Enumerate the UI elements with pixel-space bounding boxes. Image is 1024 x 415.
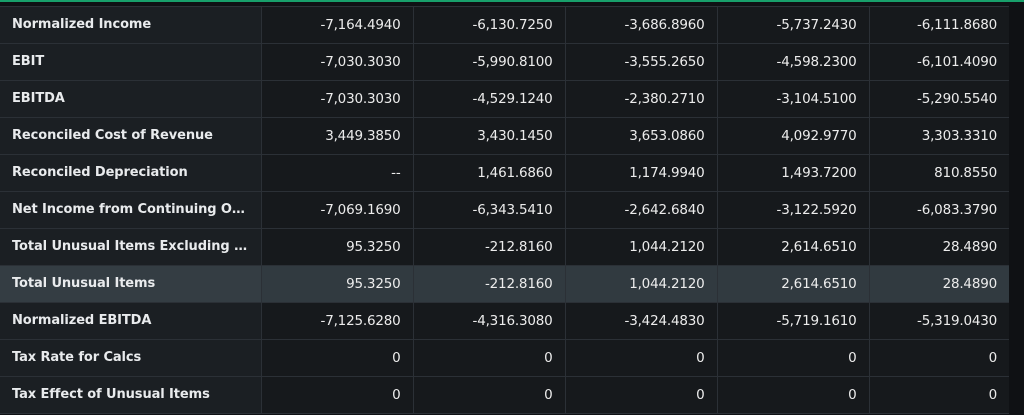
table-row[interactable]: Total Unusual Items 95.3250 -212.8160 1,044…: [0, 265, 1009, 303]
value-cell: 0: [260, 339, 413, 377]
table-row[interactable]: EBITDA -7,030.3030 -4,529.1240 -2,380.2710-…: [0, 80, 1009, 118]
value-cell: -6,343.5410: [412, 191, 565, 229]
table-row[interactable]: Net Income from Continuing Op... -7,069.1…: [0, 191, 1009, 229]
value-cell: -6,101.4090: [868, 43, 1009, 81]
value-cell: -7,069.1690: [260, 191, 413, 229]
value-cell: 0: [716, 376, 869, 414]
row-label: Reconciled Depreciation: [0, 154, 261, 192]
value-cell: -4,598.2300: [716, 43, 869, 81]
value-cell: -212.8160: [412, 228, 565, 266]
value-cell: 1,044.2120: [564, 265, 717, 303]
value-cell: 0: [564, 339, 717, 377]
value-cell: 0: [716, 339, 869, 377]
value-cell: 0: [868, 339, 1009, 377]
table-body: Normalized Income -7,164.4940 -6,130.7250-…: [0, 6, 1009, 414]
value-cell: -6,130.7250: [412, 6, 565, 44]
row-label: Tax Effect of Unusual Items: [0, 376, 261, 414]
value-cell: 28.4890: [868, 228, 1009, 266]
row-label: Net Income from Continuing Op...: [0, 191, 261, 229]
value-cell: -7,030.3030: [260, 80, 413, 118]
value-cell: -3,122.5920: [716, 191, 869, 229]
table-row[interactable]: Normalized EBITDA -7,125.6280 -4,316.3080-…: [0, 302, 1009, 340]
row-label: Total Unusual Items: [0, 265, 261, 303]
table-row[interactable]: EBIT -7,030.3030 -5,990.8100 -3,555.2650 -4,…: [0, 43, 1009, 81]
value-cell: 0: [412, 339, 565, 377]
value-cell: 0: [868, 376, 1009, 414]
value-cell: -4,529.1240: [412, 80, 565, 118]
value-cell: 3,303.3310: [868, 117, 1009, 155]
value-cell: -5,290.5540: [868, 80, 1009, 118]
value-cell: 1,174.9940: [564, 154, 717, 192]
table-row[interactable]: Tax Effect of Unusual Items 0 0 0 0 0: [0, 376, 1009, 414]
financials-table-container[interactable]: Normalized Income -7,164.4940 -6,130.7250-…: [0, 6, 1024, 415]
value-cell: 3,430.1450: [412, 117, 565, 155]
value-cell: -2,642.6840: [564, 191, 717, 229]
value-cell: -7,125.6280: [260, 302, 413, 340]
value-cell: -5,719.1610: [716, 302, 869, 340]
value-cell: 1,493.7200: [716, 154, 869, 192]
value-cell: -5,990.8100: [412, 43, 565, 81]
value-cell: -6,111.8680: [868, 6, 1009, 44]
table-row[interactable]: Normalized Income -7,164.4940 -6,130.7250-…: [0, 6, 1009, 44]
value-cell: -212.8160: [412, 265, 565, 303]
table-row[interactable]: Total Unusual Items Excluding G... 95.325…: [0, 228, 1009, 266]
value-cell: -7,030.3030: [260, 43, 413, 81]
value-cell: 95.3250: [260, 228, 413, 266]
value-cell: -5,737.2430: [716, 6, 869, 44]
row-label: Reconciled Cost of Revenue: [0, 117, 261, 155]
row-label: Normalized EBITDA: [0, 302, 261, 340]
value-cell: -4,316.3080: [412, 302, 565, 340]
value-cell: -5,319.0430: [868, 302, 1009, 340]
value-cell: -3,424.4830: [564, 302, 717, 340]
row-label: Tax Rate for Calcs: [0, 339, 261, 377]
scroll-gutter: [1009, 6, 1024, 415]
value-cell: 2,614.6510: [716, 228, 869, 266]
row-label: Total Unusual Items Excluding G...: [0, 228, 261, 266]
row-label: EBIT: [0, 43, 261, 81]
value-cell: 0: [412, 376, 565, 414]
financials-table: Normalized Income -7,164.4940 -6,130.7250-…: [0, 6, 1009, 414]
value-cell: 3,653.0860: [564, 117, 717, 155]
top-accent-line: [0, 0, 1024, 2]
value-cell: 2,614.6510: [716, 265, 869, 303]
value-cell: 1,461.6860: [412, 154, 565, 192]
value-cell: 1,044.2120: [564, 228, 717, 266]
value-cell: -6,083.3790: [868, 191, 1009, 229]
row-label: Normalized Income: [0, 6, 261, 44]
value-cell: -3,104.5100: [716, 80, 869, 118]
row-label: EBITDA: [0, 80, 261, 118]
value-cell: 0: [260, 376, 413, 414]
value-cell: 3,449.3850: [260, 117, 413, 155]
value-cell: 0: [564, 376, 717, 414]
table-row[interactable]: Reconciled Depreciation -- 1,461.6860 1,174…: [0, 154, 1009, 192]
value-cell: 4,092.9770: [716, 117, 869, 155]
value-cell: 95.3250: [260, 265, 413, 303]
value-cell: -3,555.2650: [564, 43, 717, 81]
value-cell: 810.8550: [868, 154, 1009, 192]
value-cell: --: [260, 154, 413, 192]
value-cell: -3,686.8960: [564, 6, 717, 44]
table-row[interactable]: Tax Rate for Calcs 0 0 0 0 0: [0, 339, 1009, 377]
table-row[interactable]: Reconciled Cost of Revenue 3,449.3850 3,43…: [0, 117, 1009, 155]
value-cell: 28.4890: [868, 265, 1009, 303]
value-cell: -2,380.2710: [564, 80, 717, 118]
value-cell: -7,164.4940: [260, 6, 413, 44]
